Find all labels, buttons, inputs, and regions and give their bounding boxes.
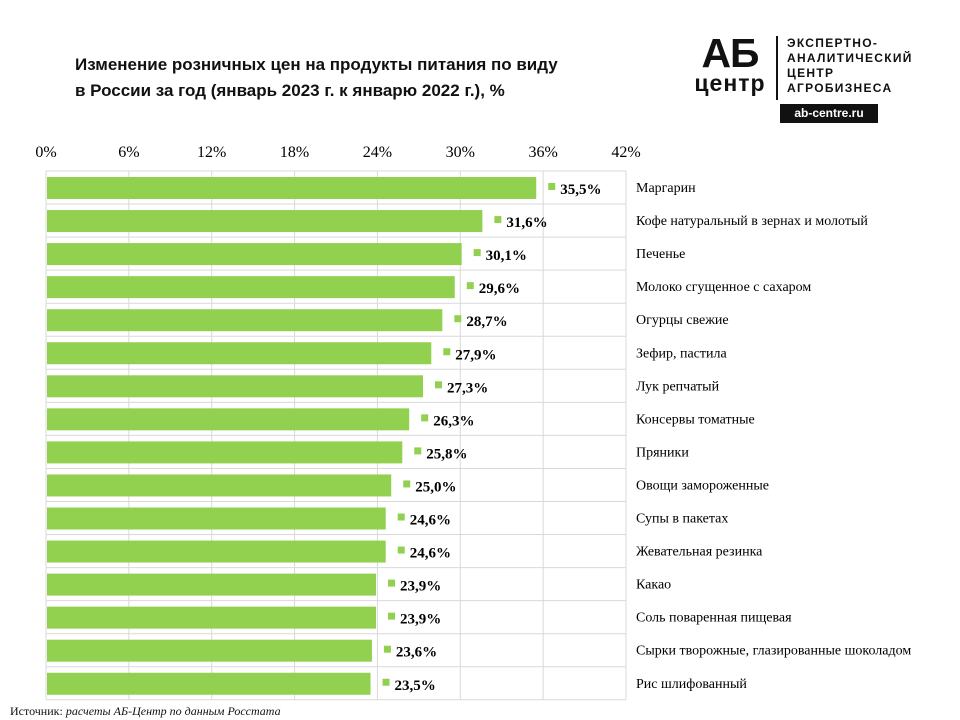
logo-site-url: ab-centre.ru bbox=[780, 104, 878, 123]
logo-text: ЭКСПЕРТНО- АНАЛИТИЧЕСКИЙ ЦЕНТР АГРОБИЗНЕ… bbox=[787, 36, 913, 96]
chart-title-line-1: Изменение розничных цен на продукты пита… bbox=[75, 55, 558, 74]
category-label: Рис шлифованный bbox=[636, 677, 747, 692]
logo-mark-bottom: центр bbox=[694, 70, 766, 96]
value-label-marker bbox=[421, 414, 429, 422]
value-label-marker bbox=[388, 579, 396, 587]
value-label: 25,0% bbox=[415, 479, 456, 495]
category-label: Кофе натуральный в зернах и молотый bbox=[636, 214, 868, 229]
logo-text-line-4: АГРОБИЗНЕСА bbox=[787, 81, 893, 95]
ab-centre-logo: АБ центр ЭКСПЕРТНО- АНАЛИТИЧЕСКИЙ ЦЕНТР … bbox=[690, 33, 935, 123]
category-label: Огурцы свежие bbox=[636, 313, 729, 328]
value-label-marker bbox=[443, 348, 451, 356]
category-label: Молоко сгущенное с сахаром bbox=[636, 280, 811, 295]
bar bbox=[47, 639, 372, 662]
bar bbox=[47, 441, 403, 464]
bar bbox=[47, 540, 386, 563]
bar bbox=[47, 276, 455, 299]
value-label-marker bbox=[473, 249, 481, 257]
value-label-marker bbox=[548, 183, 556, 190]
category-label: Супы в пакетах bbox=[636, 512, 728, 527]
x-axis-ticks: 0% 6% 12% 18% 24% 30% 36% 42% bbox=[35, 144, 640, 161]
value-label-marker bbox=[494, 216, 502, 224]
category-label: Сырки творожные, глазированные шоколадом bbox=[636, 644, 911, 659]
value-label-marker bbox=[454, 315, 462, 323]
value-label-marker bbox=[435, 381, 442, 389]
bar bbox=[47, 408, 410, 431]
x-tick-label: 24% bbox=[363, 144, 392, 161]
bar bbox=[47, 309, 443, 332]
source-label: Источник: bbox=[10, 704, 63, 718]
x-tick-label: 6% bbox=[118, 144, 139, 161]
category-label: Консервы томатные bbox=[636, 412, 755, 427]
value-label-marker bbox=[414, 447, 422, 455]
value-label-marker bbox=[397, 513, 405, 521]
category-label: Соль поваренная пищевая bbox=[636, 611, 792, 626]
logo-mark: АБ центр bbox=[690, 30, 770, 96]
value-label: 23,9% bbox=[400, 579, 441, 595]
bar bbox=[47, 474, 392, 497]
category-label: Пряники bbox=[636, 445, 689, 460]
source-text: расчеты АБ-Центр по данным Росстата bbox=[62, 704, 281, 718]
value-label-marker bbox=[403, 480, 411, 488]
value-label: 26,3% bbox=[433, 413, 474, 429]
category-label: Какао bbox=[636, 578, 671, 593]
chart-title-line-2: в России за год (январь 2023 г. к январю… bbox=[75, 81, 505, 100]
value-label: 28,7% bbox=[466, 314, 507, 330]
value-label: 24,6% bbox=[410, 513, 451, 529]
value-label: 29,6% bbox=[479, 281, 520, 297]
x-tick-label: 30% bbox=[446, 144, 475, 161]
bar bbox=[47, 342, 432, 365]
x-tick-label: 12% bbox=[197, 144, 226, 161]
x-tick-label: 36% bbox=[528, 144, 557, 161]
category-label: Лук репчатый bbox=[636, 379, 720, 394]
value-label-marker bbox=[383, 645, 391, 653]
category-label: Маргарин bbox=[636, 181, 696, 196]
value-label: 23,6% bbox=[396, 645, 437, 661]
category-label: Зефир, пастила bbox=[636, 346, 727, 361]
value-label: 30,1% bbox=[486, 248, 527, 264]
value-label: 27,9% bbox=[455, 347, 496, 363]
value-label-marker bbox=[388, 612, 396, 620]
bar bbox=[47, 243, 462, 266]
value-label: 23,5% bbox=[395, 678, 436, 694]
bar bbox=[47, 672, 371, 695]
value-label: 35,5% bbox=[560, 182, 601, 198]
logo-text-line-1: ЭКСПЕРТНО- bbox=[787, 36, 879, 50]
value-label: 25,8% bbox=[426, 446, 467, 462]
chart-title: Изменение розничных цен на продукты пита… bbox=[75, 52, 635, 104]
x-tick-label: 42% bbox=[611, 144, 640, 161]
category-label: Печенье bbox=[636, 247, 685, 262]
logo-mark-top: АБ bbox=[701, 30, 759, 76]
bar bbox=[47, 177, 537, 199]
bar bbox=[47, 375, 423, 398]
value-label-marker bbox=[466, 282, 474, 290]
value-label: 31,6% bbox=[506, 215, 547, 231]
value-label: 23,9% bbox=[400, 612, 441, 628]
bar bbox=[47, 573, 377, 596]
source-note: Источник: расчеты АБ-Центр по данным Рос… bbox=[10, 704, 281, 719]
value-label-marker bbox=[382, 678, 390, 686]
logo-text-line-2: АНАЛИТИЧЕСКИЙ bbox=[787, 51, 913, 65]
logo-divider bbox=[776, 36, 778, 100]
category-label: Овощи замороженные bbox=[636, 478, 769, 493]
x-tick-label: 0% bbox=[35, 144, 56, 161]
chart-bars bbox=[47, 177, 537, 695]
value-label: 27,3% bbox=[447, 380, 488, 396]
bar bbox=[47, 507, 386, 530]
value-label-marker bbox=[397, 546, 405, 554]
bar bbox=[47, 210, 483, 233]
chart-category-labels: Маргарин Кофе натуральный в зернах и моло… bbox=[636, 181, 911, 692]
value-label: 24,6% bbox=[410, 546, 451, 562]
bar bbox=[47, 606, 377, 629]
x-tick-label: 18% bbox=[280, 144, 309, 161]
category-label: Жевательная резинка bbox=[636, 545, 763, 560]
chart-value-labels: 35,5% 31,6% 30,1% 29,6% 28,7% 27,9% 27,3% 26,3%… bbox=[382, 182, 601, 694]
logo-text-line-3: ЦЕНТР bbox=[787, 66, 835, 80]
